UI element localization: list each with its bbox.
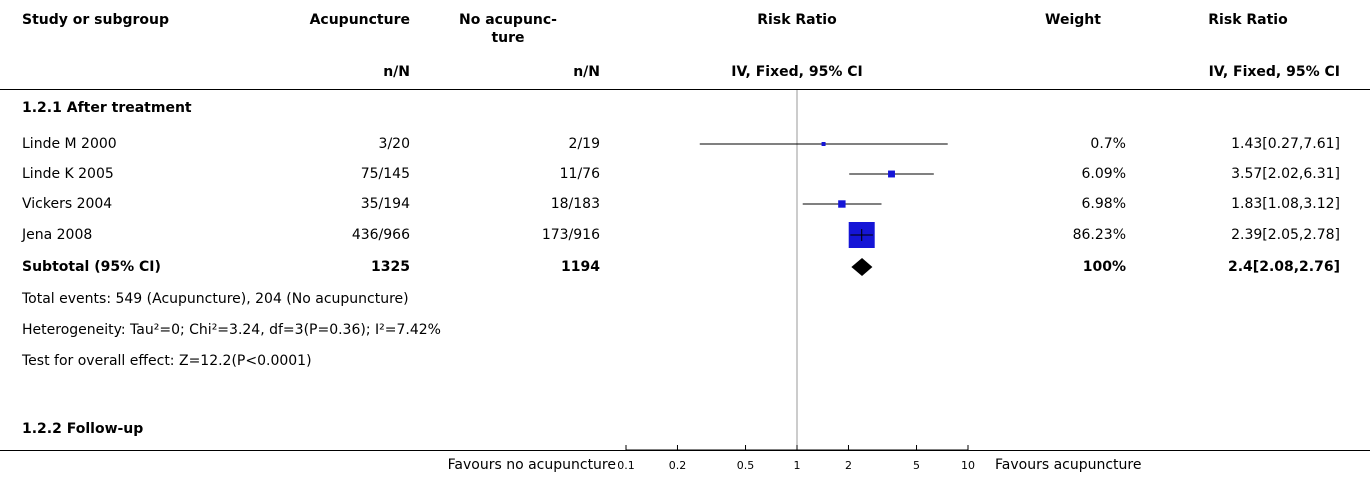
study-markers [699, 142, 948, 276]
study-ci: 2.39[2.05,2.78] [1231, 227, 1340, 243]
subheader-risk-ratio-2: IV, Fixed, 95% CI [1208, 64, 1340, 80]
header-weight: Weight [1045, 12, 1101, 28]
acu-events: 75/145 [360, 166, 410, 182]
acu-events: 3/20 [378, 136, 410, 152]
study-weight: 6.09% [1081, 166, 1126, 182]
overall-effect-note: Test for overall effect: Z=12.2(P<0.0001… [22, 353, 312, 369]
heterogeneity-note: Heterogeneity: Tau²=0; Chi²=3.24, df=3(P… [22, 322, 441, 338]
study-ci: 1.83[1.08,3.12] [1231, 196, 1340, 212]
subheader-no-acupuncture: n/N [573, 64, 600, 80]
subheader-acupuncture: n/N [383, 64, 410, 80]
x-tick-label: 5 [913, 459, 920, 472]
x-axis-ticks: 0.1 0.2 0.5 1 2 5 10 [617, 445, 975, 472]
study-weight: 86.23% [1072, 227, 1126, 243]
x-tick-label: 0.2 [669, 459, 687, 472]
point-estimate-box [821, 142, 826, 146]
x-tick-label: 1 [794, 459, 801, 472]
study-name: Jena 2008 [22, 227, 93, 243]
study-weight: 0.7% [1090, 136, 1126, 152]
noacu-events: 18/183 [550, 196, 600, 212]
favours-left-label: Favours no acupuncture [447, 457, 616, 473]
header-study: Study or subgroup [22, 12, 170, 28]
acu-events: 35/194 [360, 196, 410, 212]
point-estimate-box [888, 170, 895, 178]
study-name: Linde K 2005 [22, 166, 114, 182]
subtotal-acu: 1325 [371, 259, 410, 275]
subtotal-diamond [851, 258, 873, 276]
subtotal-label: Subtotal (95% CI) [22, 259, 161, 275]
header-risk-ratio: Risk Ratio [757, 12, 837, 28]
subtotal-noacu: 1194 [561, 259, 600, 275]
header-no-acupuncture-line2: ture [491, 30, 525, 46]
subheader-risk-ratio: IV, Fixed, 95% CI [731, 64, 863, 80]
header-risk-ratio-2: Risk Ratio [1208, 12, 1288, 28]
subtotal-weight: 100% [1082, 259, 1126, 275]
noacu-events: 173/916 [541, 227, 600, 243]
study-ci: 1.43[0.27,7.61] [1231, 136, 1340, 152]
noacu-events: 11/76 [559, 166, 600, 182]
header-no-acupuncture-line1: No acupunc- [459, 12, 557, 28]
study-weight: 6.98% [1081, 196, 1126, 212]
x-tick-label: 10 [961, 459, 975, 472]
noacu-events: 2/19 [568, 136, 600, 152]
total-events-note: Total events: 549 (Acupuncture), 204 (No… [22, 291, 409, 307]
study-name: Vickers 2004 [22, 196, 113, 212]
group-title: 1.2.2 Follow-up [22, 421, 144, 437]
acu-events: 436/966 [351, 227, 410, 243]
header-acupuncture: Acupuncture [309, 12, 410, 28]
header-divider [0, 89, 1370, 90]
study-name: Linde M 2000 [22, 136, 117, 152]
x-tick-label: 2 [845, 459, 852, 472]
x-tick-label: 0.1 [617, 459, 635, 472]
study-ci: 3.57[2.02,6.31] [1231, 166, 1340, 182]
favours-right-label: Favours acupuncture [995, 457, 1142, 473]
x-tick-label: 0.5 [737, 459, 755, 472]
group-title: 1.2.1 After treatment [22, 100, 192, 116]
subtotal-ci: 2.4[2.08,2.76] [1228, 259, 1340, 275]
point-estimate-box [838, 200, 846, 208]
